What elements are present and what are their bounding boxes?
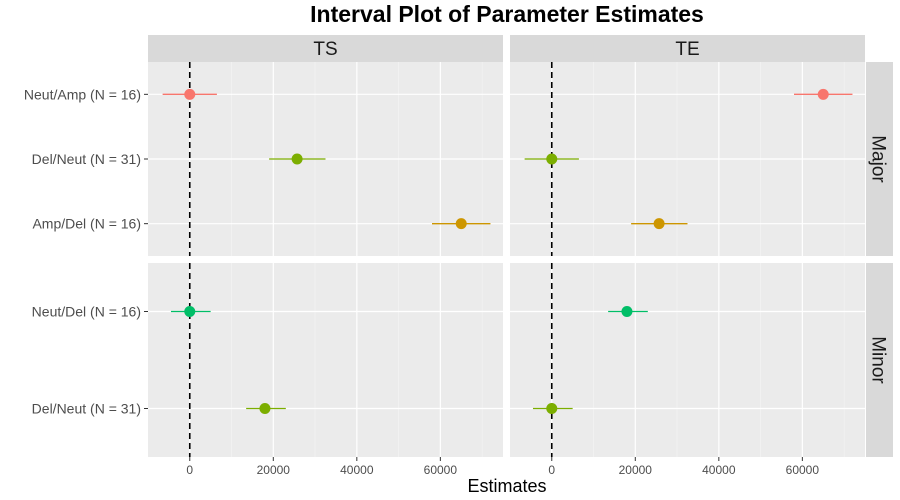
row-strip-major — [866, 62, 893, 256]
estimate-point-major-te-amp-del-n-16 — [653, 218, 665, 230]
x-axis-label: Estimates — [467, 476, 546, 496]
panel-background — [148, 263, 503, 457]
chart-title: Interval Plot of Parameter Estimates — [310, 1, 704, 27]
column-strip-te — [510, 35, 865, 62]
estimate-point-minor-te-del-neut-n-31 — [546, 403, 558, 414]
panel-minor-te — [510, 263, 865, 457]
x-tick-label-te-0: 0 — [548, 463, 555, 477]
estimate-point-minor-te-neut-del-n-16 — [621, 306, 633, 317]
y-tick-label-major-neut-amp-n-16: Neut/Amp (N = 16) — [24, 86, 141, 102]
x-tick-label-ts-60000: 60000 — [424, 463, 458, 477]
column-strip-ts — [148, 35, 503, 62]
column-strip-label-te: TE — [675, 39, 699, 60]
x-tick-label-ts-40000: 40000 — [340, 463, 374, 477]
estimate-point-major-ts-neut-amp-n-16 — [184, 88, 196, 100]
row-strip-label-minor: Minor — [868, 336, 889, 384]
x-tick-label-te-20000: 20000 — [619, 463, 653, 477]
x-tick-label-te-60000: 60000 — [786, 463, 820, 477]
panel-minor-ts — [148, 263, 503, 457]
estimate-point-minor-ts-neut-del-n-16 — [184, 306, 196, 317]
facet-panels: TS TE Major Minor Neut/Amp (N = 16) Del/Neut … — [24, 35, 893, 477]
column-strip-label-ts: TS — [313, 39, 337, 60]
estimate-point-major-te-neut-amp-n-16 — [817, 88, 829, 100]
estimate-point-major-ts-amp-del-n-16 — [455, 218, 467, 230]
row-strip-minor — [866, 263, 893, 457]
y-tick-label-major-amp-del-n-16: Amp/Del (N = 16) — [32, 216, 141, 232]
estimate-point-major-te-del-neut-n-31 — [546, 153, 558, 165]
y-tick-label-minor-del-neut-n-31: Del/Neut (N = 31) — [32, 401, 141, 417]
row-strip-label-major: Major — [868, 135, 889, 183]
y-tick-label-minor-neut-del-n-16: Neut/Del (N = 16) — [32, 304, 141, 320]
y-tick-label-major-del-neut-n-31: Del/Neut (N = 31) — [32, 151, 141, 167]
x-tick-label-ts-0: 0 — [186, 463, 193, 477]
panel-background — [510, 263, 865, 457]
x-tick-label-te-40000: 40000 — [702, 463, 736, 477]
estimate-point-major-ts-del-neut-n-31 — [291, 153, 303, 165]
estimate-point-minor-ts-del-neut-n-31 — [259, 403, 271, 414]
x-tick-label-ts-20000: 20000 — [257, 463, 291, 477]
